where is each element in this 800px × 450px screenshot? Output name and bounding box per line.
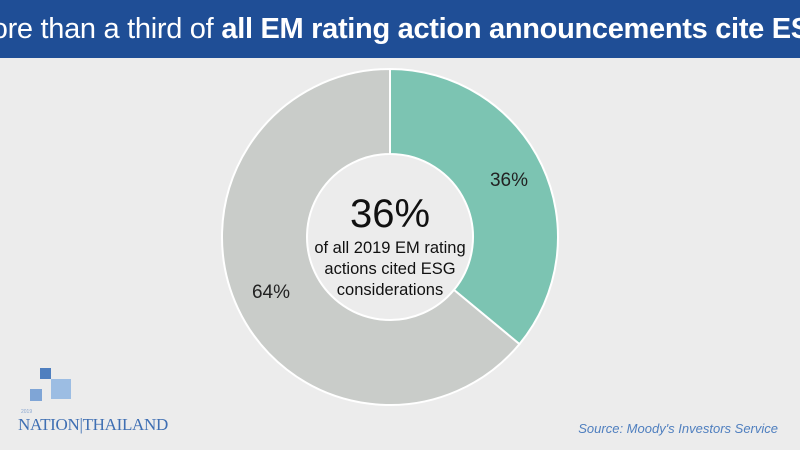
donut-slice-label-2: 64% [252,282,290,303]
logo-wordmark: NATION|THAILAND [18,415,168,434]
donut-slice-2 [221,67,521,406]
title-bold: all EM rating action announcements cite … [221,12,800,45]
center-caption-line: of all 2019 EM rating [314,239,466,257]
center-caption-line: actions cited ESG [324,260,456,278]
chart-title: More than a third of all EM rating actio… [0,0,800,58]
logo-tag: 2019 [21,409,33,415]
title-lead: More than a third of [0,12,214,45]
source-note: Source: Moody's Investors Service [578,421,778,436]
donut-chart: 36% 64% [221,67,559,406]
donut-center-label: 36% of all 2019 EM rating actions cited … [290,192,490,301]
center-value: 36% [349,192,431,236]
nation-thailand-logo: 2019 NATION|THAILAND [0,365,190,445]
donut-slice-1 [389,67,559,346]
center-caption-line: considerations [336,281,444,299]
center-caption: of all 2019 EM rating actions cited ESG … [290,238,490,301]
donut-slice-label-1: 36% [490,170,528,191]
